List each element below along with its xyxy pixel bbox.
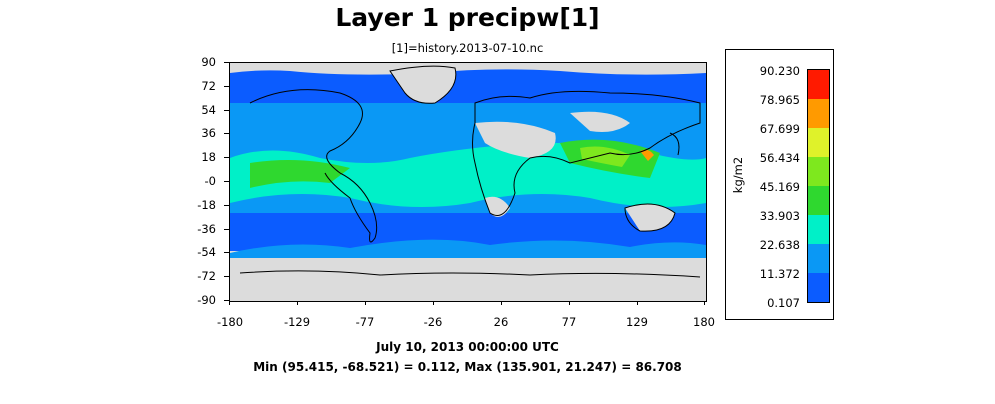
x-tick-label: 77 xyxy=(561,315,577,329)
coastlines xyxy=(239,65,701,278)
y-tick xyxy=(224,205,229,206)
legend-level: 0.107 xyxy=(767,296,800,310)
australia-dry xyxy=(625,204,675,232)
legend-level: 22.638 xyxy=(759,238,800,252)
legend-level: 67.699 xyxy=(759,122,800,136)
color-swatch xyxy=(808,186,829,215)
color-swatch xyxy=(808,273,829,302)
min-max-summary: Min (95.415, -68.521) = 0.112, Max (135.… xyxy=(253,360,682,374)
antarctica-region xyxy=(230,251,706,301)
asia-wetter xyxy=(580,146,630,167)
y-tick-label: -36 xyxy=(197,222,216,236)
color-swatch xyxy=(808,215,829,244)
map-subtitle: [1]=history.2013-07-10.nc xyxy=(391,41,544,55)
y-tick-label: 90 xyxy=(201,55,216,69)
y-tick xyxy=(224,252,229,253)
color-swatch xyxy=(808,157,829,186)
legend-level: 33.903 xyxy=(759,209,800,223)
legend-level: 56.434 xyxy=(759,151,800,165)
y-tick-label: -90 xyxy=(197,293,216,307)
color-swatch xyxy=(808,70,829,99)
y-tick-label: -0 xyxy=(204,174,216,188)
x-tick-label: 26 xyxy=(493,315,509,329)
map-canvas xyxy=(230,63,706,301)
y-tick xyxy=(224,276,229,277)
map-title: Layer 1 precipw[1] xyxy=(335,3,600,32)
color-bar xyxy=(807,69,830,303)
x-tick xyxy=(704,300,705,305)
y-tick xyxy=(224,300,229,301)
x-tick xyxy=(229,300,230,305)
legend-level: 45.169 xyxy=(759,180,800,194)
x-tick xyxy=(569,300,570,305)
x-tick xyxy=(501,300,502,305)
y-tick xyxy=(224,133,229,134)
x-tick xyxy=(637,300,638,305)
x-tick-label: -180 xyxy=(216,315,244,329)
y-tick-label: 36 xyxy=(201,126,216,140)
x-tick-label: 180 xyxy=(693,315,715,329)
y-tick-label: 54 xyxy=(201,103,216,117)
y-tick xyxy=(224,110,229,111)
x-tick xyxy=(297,300,298,305)
color-swatch xyxy=(808,128,829,157)
color-swatch xyxy=(808,99,829,128)
legend-level: 90.230 xyxy=(759,64,800,78)
y-tick xyxy=(224,157,229,158)
arctic xyxy=(230,63,706,75)
southern-ocean xyxy=(230,239,706,258)
y-tick-label: 18 xyxy=(201,150,216,164)
precipitable-water-map[interactable] xyxy=(229,62,707,302)
max-spot xyxy=(640,149,654,161)
y-tick xyxy=(224,86,229,87)
color-swatch xyxy=(808,244,829,273)
x-tick-label: -129 xyxy=(283,315,311,329)
color-legend: kg/m2 90.230 78.965 67.699 56.434 45.169… xyxy=(725,49,834,320)
y-tick-label: -18 xyxy=(197,198,216,212)
sahara-arabia xyxy=(475,121,556,158)
y-tick xyxy=(224,181,229,182)
x-tick-label: 129 xyxy=(626,315,648,329)
x-tick xyxy=(433,300,434,305)
y-tick-label: -72 xyxy=(197,269,216,283)
pacific-wet xyxy=(250,159,350,188)
timestamp: July 10, 2013 00:00:00 UTC xyxy=(376,340,559,354)
legend-level: 11.372 xyxy=(759,267,800,281)
x-tick-label: -77 xyxy=(355,315,375,329)
y-tick-label: -54 xyxy=(197,245,216,259)
x-tick-label: -26 xyxy=(423,315,443,329)
y-tick xyxy=(224,229,229,230)
y-tick-label: 72 xyxy=(201,79,216,93)
central-asia xyxy=(570,111,630,132)
legend-level: 78.965 xyxy=(759,93,800,107)
x-tick xyxy=(365,300,366,305)
southern-africa xyxy=(485,196,510,217)
y-tick xyxy=(224,62,229,63)
